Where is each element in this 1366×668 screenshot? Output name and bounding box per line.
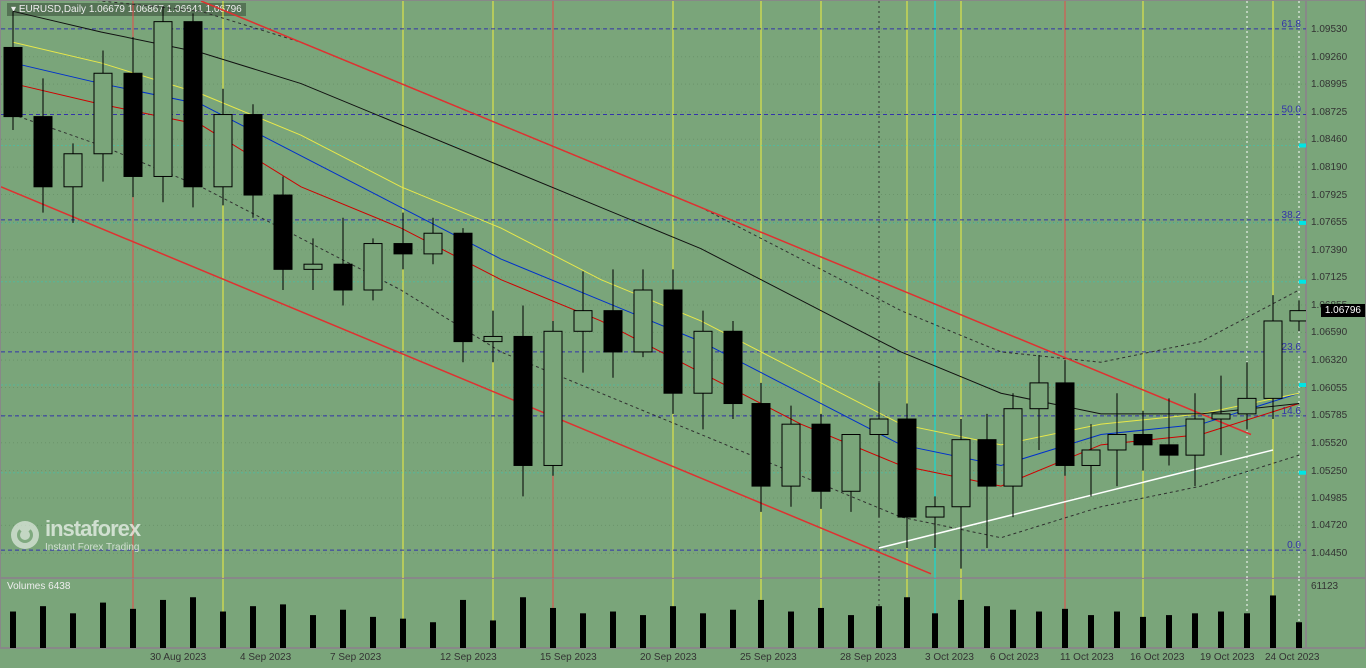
chart-svg: 61.8 50.0 38.2 23.6 14.6 0.0 (1, 1, 1307, 579)
y-tick: 1.04985 (1311, 493, 1347, 504)
y-tick: 1.08725 (1311, 107, 1347, 118)
y-tick: 1.05785 (1311, 410, 1347, 421)
time-x-axis: 30 Aug 2023 4 Sep 2023 7 Sep 2023 12 Sep 20… (0, 648, 1366, 668)
x-tick: 4 Sep 2023 (240, 652, 291, 663)
svg-text:50.0: 50.0 (1282, 105, 1302, 116)
y-tick: 1.04450 (1311, 548, 1347, 559)
y-tick: 1.07655 (1311, 217, 1347, 228)
x-tick: 6 Oct 2023 (990, 652, 1039, 663)
y-tick: 1.09530 (1311, 24, 1347, 35)
price-y-axis: 1.09530 1.09260 1.08995 1.08725 1.08460 1.081… (1306, 0, 1366, 578)
watermark: instaforex Instant Forex Trading (11, 516, 140, 553)
svg-text:61.8: 61.8 (1282, 19, 1302, 30)
brand-tagline: Instant Forex Trading (45, 542, 140, 553)
y-tick: 1.08190 (1311, 162, 1347, 173)
x-tick: 3 Oct 2023 (925, 652, 974, 663)
volume-y-axis: 61123 (1306, 578, 1366, 648)
x-tick: 11 Oct 2023 (1060, 652, 1114, 663)
x-tick: 28 Sep 2023 (840, 652, 897, 663)
svg-text:0.0: 0.0 (1287, 540, 1301, 551)
x-tick: 15 Sep 2023 (540, 652, 597, 663)
main-price-chart[interactable]: ▾ EURUSD,Daily 1.06679 1.06867 1.06641 1… (0, 0, 1306, 578)
volume-svg (1, 579, 1307, 649)
volume-y-label: 61123 (1311, 581, 1338, 592)
y-tick: 1.06320 (1311, 355, 1347, 366)
svg-text:23.6: 23.6 (1282, 342, 1302, 353)
y-tick: 1.04720 (1311, 520, 1347, 531)
x-tick: 16 Oct 2023 (1130, 652, 1184, 663)
current-price-box: 1.06796 (1321, 304, 1365, 317)
x-tick: 30 Aug 2023 (150, 652, 206, 663)
y-tick: 1.05250 (1311, 466, 1347, 477)
volume-panel[interactable]: Volumes 6438 (0, 578, 1306, 648)
x-tick: 19 Oct 2023 (1200, 652, 1254, 663)
x-tick: 24 Oct 2023 (1265, 652, 1319, 663)
y-tick: 1.07125 (1311, 272, 1347, 283)
chart-container: ▾ EURUSD,Daily 1.06679 1.06867 1.06641 1… (0, 0, 1366, 668)
x-tick: 7 Sep 2023 (330, 652, 381, 663)
y-tick: 1.09260 (1311, 52, 1347, 63)
y-tick: 1.08995 (1311, 79, 1347, 90)
y-tick: 1.08460 (1311, 134, 1347, 145)
y-tick: 1.07390 (1311, 245, 1347, 256)
x-tick: 12 Sep 2023 (440, 652, 497, 663)
y-tick: 1.06055 (1311, 383, 1347, 394)
logo-icon (11, 521, 39, 549)
y-tick: 1.07925 (1311, 190, 1347, 201)
brand-name: instaforex (45, 516, 140, 542)
x-tick: 20 Sep 2023 (640, 652, 697, 663)
x-tick: 25 Sep 2023 (740, 652, 797, 663)
svg-text:38.2: 38.2 (1282, 210, 1302, 221)
y-tick: 1.06590 (1311, 327, 1347, 338)
svg-text:14.6: 14.6 (1282, 406, 1302, 417)
y-tick: 1.05520 (1311, 438, 1347, 449)
